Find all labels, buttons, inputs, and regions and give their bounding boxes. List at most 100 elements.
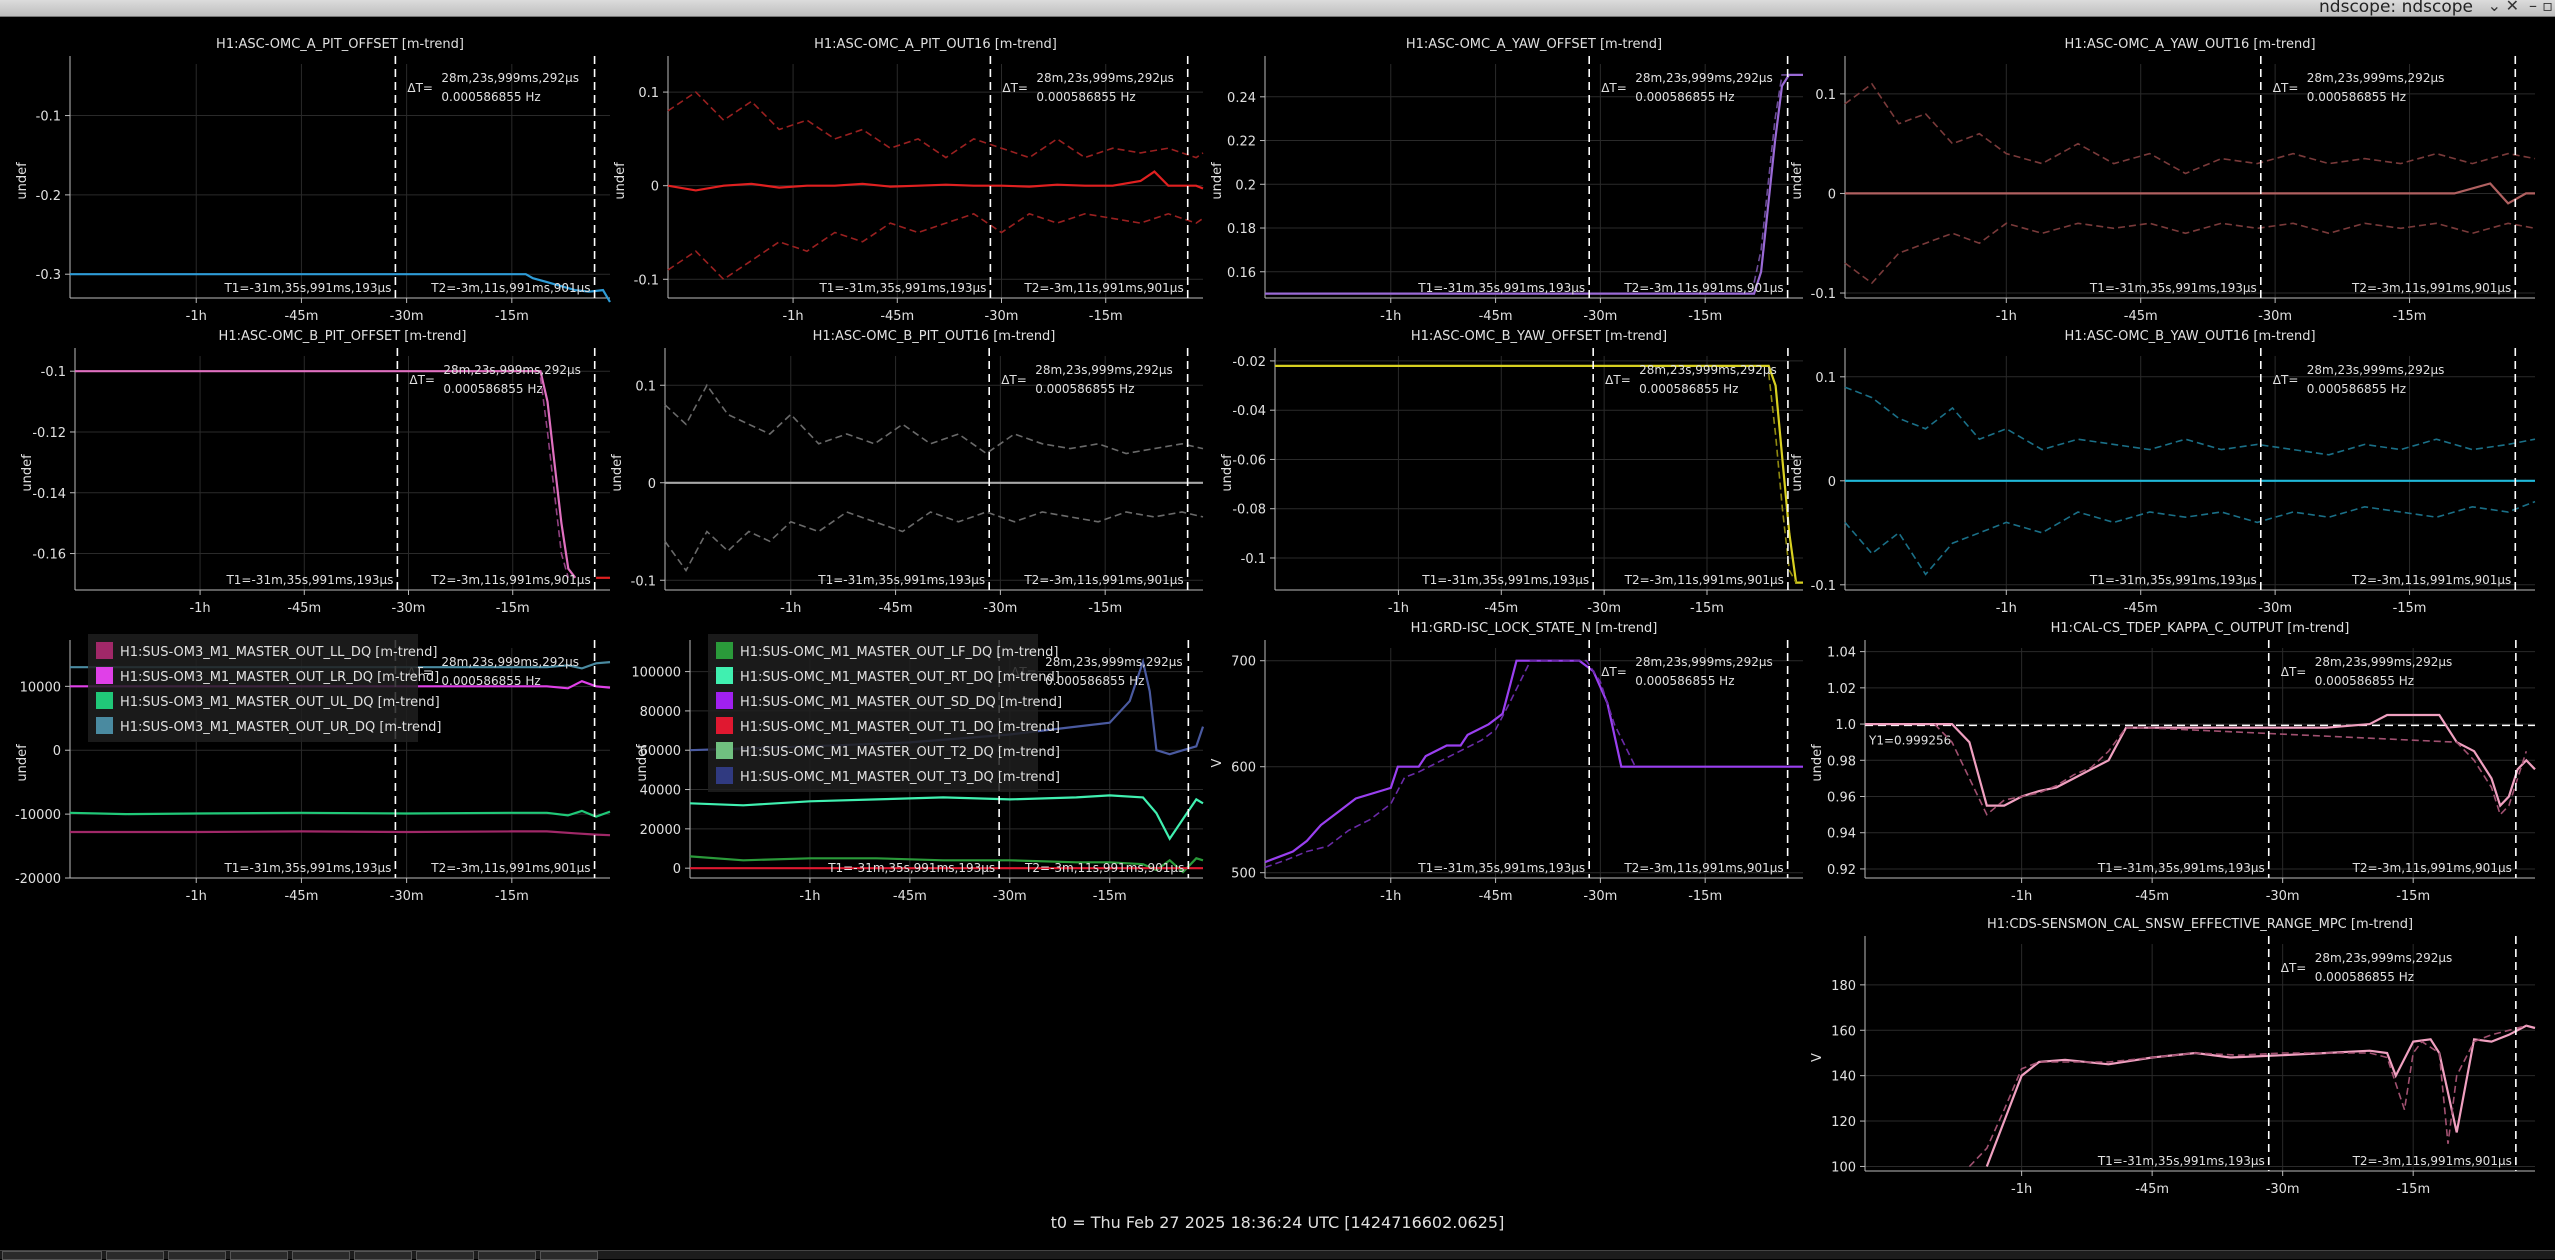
plot-panel-1[interactable]: H1:ASC-OMC_A_PIT_OFFSET [m-trend] -1h -45m… xyxy=(15,37,611,324)
series-line-3 xyxy=(667,212,1204,281)
x-tick-label: -45m xyxy=(2124,309,2158,324)
t1-cursor-label: T1=-31m,35s,991ms,193µs xyxy=(1417,281,1585,295)
plot-panel-7[interactable]: H1:ASC-OMC_B_YAW_OFFSET [m-trend] -1h -45m… xyxy=(1220,329,1803,616)
x-tick-label: -1h xyxy=(189,601,210,616)
y-tick-label: 0.96 xyxy=(1827,791,1856,806)
plot-panel-13[interactable]: H1:CDS-SENSMON_CAL_SNSW_EFFECTIVE_RANGE_… xyxy=(1810,917,2536,1197)
maximize-icon[interactable]: – xyxy=(2529,0,2537,15)
series-line-2 xyxy=(667,91,1204,159)
plot-panel-2[interactable]: H1:ASC-OMC_A_PIT_OUT16 [m-trend] -1h -45m -… xyxy=(613,37,1204,324)
legend-entry: H1:SUS-OM3_M1_MASTER_OUT_LL_DQ [m-trend] xyxy=(120,645,437,660)
plot-panel-9[interactable]: -1h -45m -30m -15m -20000 -10000 0 10000 undef T1… xyxy=(15,634,611,904)
x-tick-label: -45m xyxy=(284,889,318,904)
legend-swatch xyxy=(716,642,733,659)
y-tick-label: -0.1 xyxy=(36,110,61,125)
y-tick-label: 0.1 xyxy=(1815,88,1836,103)
delta-t-value: 28m,23s,999ms,292µs xyxy=(1035,363,1173,377)
legend-swatch xyxy=(96,717,113,734)
y-tick-label: 0.1 xyxy=(1815,371,1836,386)
plot-title: H1:CAL-CS_TDEP_KAPPA_C_OUTPUT [m-trend] xyxy=(2051,621,2350,636)
delta-t-frequency: 0.000586855 Hz xyxy=(441,674,540,688)
legend-entry: H1:SUS-OMC_M1_MASTER_OUT_T2_DQ [m-trend] xyxy=(740,745,1060,760)
plot-panel-12[interactable]: H1:CAL-CS_TDEP_KAPPA_C_OUTPUT [m-trend] -… xyxy=(1810,621,2536,904)
plot-panel-10[interactable]: -1h -45m -30m -15m 0 20000 40000 60000 80000 1000… xyxy=(631,634,1205,904)
t1-cursor-label: T1=-31m,35s,991ms,193µs xyxy=(1417,861,1585,875)
plot-title: H1:CDS-SENSMON_CAL_SNSW_EFFECTIVE_RANGE_… xyxy=(1987,917,2413,932)
y-tick-label: 0 xyxy=(1828,475,1836,490)
series-line-1 xyxy=(1865,713,2536,808)
restore-icon[interactable]: ▫ xyxy=(2542,0,2553,15)
y-tick-label: -10000 xyxy=(15,808,61,823)
y-axis-label: undef xyxy=(1210,162,1225,200)
t2-cursor-label: T2=-3m,11s,991ms,901µs xyxy=(430,861,590,875)
delta-t-label: ΔT= xyxy=(1601,665,1627,679)
taskbar-tab[interactable] xyxy=(106,1251,164,1260)
plot-title: H1:ASC-OMC_B_PIT_OUT16 [m-trend] xyxy=(813,329,1056,344)
t2-cursor-label: T2=-3m,11s,991ms,901µs xyxy=(430,573,590,587)
delta-t-frequency: 0.000586855 Hz xyxy=(1635,674,1734,688)
plot-panel-6[interactable]: H1:ASC-OMC_B_PIT_OUT16 [m-trend] -1h -45m -… xyxy=(610,329,1204,616)
series-line-3 xyxy=(1844,222,2536,285)
taskbar-tab[interactable] xyxy=(2,1251,102,1260)
y-axis-label: undef xyxy=(635,744,650,782)
y-tick-label: -0.16 xyxy=(32,548,66,563)
t1-cursor-label: T1=-31m,35s,991ms,193µs xyxy=(223,861,391,875)
y-tick-label: -0.12 xyxy=(32,426,66,441)
series-line-2 xyxy=(1844,386,2536,456)
y-tick-label: 40000 xyxy=(640,784,681,799)
t1-cursor-label: T1=-31m,35s,991ms,193µs xyxy=(223,281,391,295)
y-tick-label: 100000 xyxy=(631,666,681,681)
legend-swatch xyxy=(96,642,113,659)
y-tick-label: 600 xyxy=(1231,761,1256,776)
taskbar-tab[interactable] xyxy=(416,1251,474,1260)
taskbar-tab[interactable] xyxy=(230,1251,288,1260)
t1-cursor-label: T1=-31m,35s,991ms,193µs xyxy=(225,573,393,587)
window-titlebar: ndscope: ndscope ⌄ ✕ – ▫ xyxy=(0,0,2555,17)
t1-cursor-label: T1=-31m,35s,991ms,193µs xyxy=(817,573,985,587)
series-line-2 xyxy=(1968,1024,2527,1168)
taskbar-tab[interactable] xyxy=(478,1251,536,1260)
plot-panel-8[interactable]: H1:ASC-OMC_B_YAW_OUT16 [m-trend] -1h -45m -… xyxy=(1790,329,2536,616)
y-axis-label: undef xyxy=(1810,744,1825,782)
t2-cursor-label: T2=-3m,11s,991ms,901µs xyxy=(2352,861,2512,875)
t1-cursor-label: T1=-31m,35s,991ms,193µs xyxy=(2097,861,2265,875)
taskbar-tab[interactable] xyxy=(168,1251,226,1260)
delta-t-label: ΔT= xyxy=(1002,81,1028,95)
delta-t-frequency: 0.000586855 Hz xyxy=(2307,90,2406,104)
y-tick-label: 0 xyxy=(648,477,656,492)
plot-panel-11[interactable]: H1:GRD-ISC_LOCK_STATE_N [m-trend] -1h -45m… xyxy=(1210,621,1803,904)
plot-panel-3[interactable]: H1:ASC-OMC_A_YAW_OFFSET [m-trend] -1h -45m… xyxy=(1210,37,1803,324)
legend-entry: H1:SUS-OM3_M1_MASTER_OUT_LR_DQ [m-trend] xyxy=(120,670,439,685)
close-window-icon[interactable]: ✕ xyxy=(2505,0,2519,15)
chart-canvas: H1:ASC-OMC_A_PIT_OFFSET [m-trend] -1h -45m… xyxy=(15,37,2536,1197)
delta-t-frequency: 0.000586855 Hz xyxy=(1035,382,1134,396)
series-line-3 xyxy=(689,855,1204,874)
t1-cursor-label: T1=-31m,35s,991ms,193µs xyxy=(2089,281,2257,295)
y-tick-label: -0.1 xyxy=(1241,552,1266,567)
x-tick-label: -15m xyxy=(495,309,529,324)
plot-title: H1:ASC-OMC_A_YAW_OFFSET [m-trend] xyxy=(1406,37,1662,52)
x-tick-label: -30m xyxy=(2258,601,2292,616)
taskbar-tab[interactable] xyxy=(292,1251,350,1260)
series-line-2 xyxy=(664,383,1204,455)
plot-title: H1:GRD-ISC_LOCK_STATE_N [m-trend] xyxy=(1411,621,1658,636)
y-tick-label: 0.16 xyxy=(1227,266,1256,281)
y-tick-label: 60000 xyxy=(640,744,681,759)
y-axis-label: undef xyxy=(1790,162,1805,200)
minimize-icon[interactable]: ⌄ xyxy=(2487,0,2501,15)
taskbar xyxy=(0,1250,2555,1259)
series-line-3 xyxy=(1844,500,2536,576)
t0-timestamp: t0 = Thu Feb 27 2025 18:36:24 UTC [14247… xyxy=(1050,1213,1505,1232)
taskbar-tab[interactable] xyxy=(354,1251,412,1260)
t2-cursor-label: T2=-3m,11s,991ms,901µs xyxy=(1623,281,1783,295)
plot-panel-4[interactable]: H1:ASC-OMC_A_YAW_OUT16 [m-trend] -1h -45m -… xyxy=(1790,37,2536,324)
taskbar-tab[interactable] xyxy=(540,1251,598,1260)
y-tick-label: 1.0 xyxy=(1835,718,1856,733)
legend-entry: H1:SUS-OM3_M1_MASTER_OUT_UL_DQ [m-trend] xyxy=(120,695,440,710)
y-tick-label: 500 xyxy=(1231,867,1256,882)
y-tick-label: 0.1 xyxy=(638,86,659,101)
plot-panel-5[interactable]: H1:ASC-OMC_B_PIT_OFFSET [m-trend] -1h -45m… xyxy=(20,329,610,616)
t2-cursor-label: T2=-3m,11s,991ms,901µs xyxy=(2351,573,2511,587)
y-axis-label: undef xyxy=(15,744,30,782)
series-line-1 xyxy=(1265,73,1803,295)
